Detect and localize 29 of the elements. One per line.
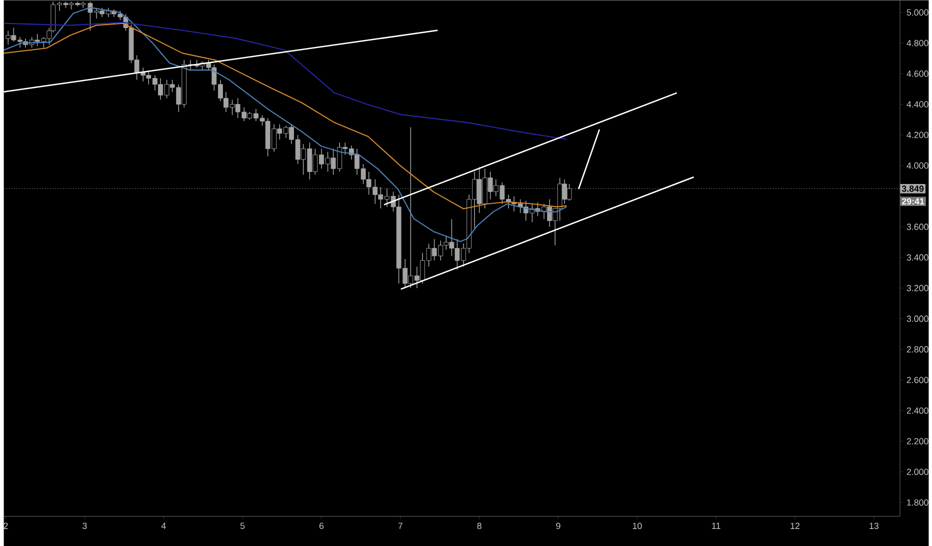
x-tick-label: 3	[82, 522, 87, 530]
y-tick-label: 2.600	[906, 376, 928, 384]
x-tick-label: 6	[319, 522, 324, 530]
ref-line-label: 3.849	[902, 186, 924, 192]
x-tick-label: 8	[477, 522, 482, 530]
y-tick-label: 3.400	[906, 254, 928, 261]
x-tick-label: 11	[712, 522, 720, 529]
y-tick-label: 3.600	[906, 224, 928, 230]
y-tick-label: 2.800	[906, 346, 928, 352]
y-tick-label: 4.600	[906, 70, 928, 77]
x-tick-label: 12	[790, 522, 800, 529]
x-tick-label: 4	[161, 522, 166, 529]
y-tick-label: 2.400	[906, 407, 928, 414]
y-tick-label: 4.400	[906, 101, 928, 108]
text: 29:41	[902, 198, 924, 204]
y-tick-label: 2.200	[906, 438, 928, 444]
x-tick-label: 9	[556, 522, 560, 530]
y-tick-label: 4.000	[906, 162, 928, 169]
y-tick-label: 4.800	[906, 40, 928, 46]
y-tick-label: 3.200	[906, 284, 928, 292]
x-tick-label: 5	[240, 522, 245, 529]
y-tick-label: 2.000	[906, 468, 928, 475]
y-tick-label: 4.200	[906, 132, 928, 138]
x-tick-label: 10	[632, 522, 642, 530]
y-tick-label: 5.000	[906, 9, 928, 16]
x-tick-label: 13	[870, 522, 878, 530]
y-tick-label: 1.800	[907, 499, 928, 506]
x-tick-label: 7	[398, 522, 402, 529]
y-tick-label: 3.000	[906, 316, 928, 322]
